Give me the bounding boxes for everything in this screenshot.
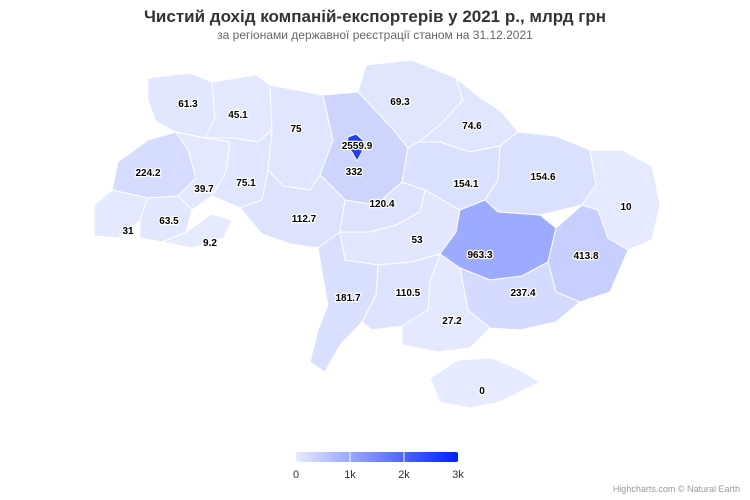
value-label-одеська: 181.7 xyxy=(335,293,360,304)
labels-layer: 61.3 45.1 75 332 2559.9 69.3 74.6 224.2 39.7 75.1… xyxy=(121,96,633,399)
value-label-миколаївська: 110.5 xyxy=(396,288,421,299)
value-label-м-київ: 2559.9 xyxy=(342,141,373,152)
region-херсонська[interactable] xyxy=(401,253,491,353)
value-label-черкаська: 120.4 xyxy=(369,199,394,210)
value-label-кіровоградська: 53 xyxy=(411,235,423,246)
legend-tick-label: 3k xyxy=(452,469,464,481)
value-label-вінницька: 112.7 xyxy=(292,214,317,225)
value-label-харківська: 154.6 xyxy=(530,172,555,183)
region-м-київ[interactable] xyxy=(346,133,365,163)
region-ар-крим[interactable] xyxy=(429,357,542,409)
value-label-закарпатська: 31 xyxy=(122,226,134,237)
value-label-сумська: 74.6 xyxy=(462,121,482,132)
value-label-херсонська: 27.2 xyxy=(442,316,462,327)
value-label-івано-франківська: 63.5 xyxy=(159,216,179,227)
value-label-запорізька: 237.4 xyxy=(510,288,535,299)
value-label-ар-крим: 0 xyxy=(479,386,485,397)
value-label-хмельницька: 75.1 xyxy=(236,178,256,189)
value-label-дніпропетровська: 963.3 xyxy=(467,250,492,261)
legend-tick-label: 0 xyxy=(293,469,299,481)
region-чернівецька[interactable] xyxy=(160,213,233,249)
value-label-волинська: 61.3 xyxy=(178,99,198,110)
credits-link[interactable]: Highcharts.com © Natural Earth xyxy=(612,484,740,494)
region-одеська[interactable] xyxy=(309,231,379,373)
color-legend: 0 1k 2k 3k xyxy=(293,452,464,481)
legend-tick-label: 1k xyxy=(344,469,356,481)
value-label-луганська: 10 xyxy=(620,202,632,213)
value-label-житомирська: 75 xyxy=(290,124,302,135)
chart-title: Чистий дохід компаній-експортерів у 2021… xyxy=(143,7,606,26)
region-рівненська[interactable] xyxy=(204,74,273,143)
value-label-рівненська: 45.1 xyxy=(228,110,248,121)
value-label-полтавська: 154.1 xyxy=(453,179,478,190)
value-label-тернопільська: 39.7 xyxy=(194,184,214,195)
value-label-чернівецька: 9.2 xyxy=(203,238,217,249)
value-label-донецька: 413.8 xyxy=(573,251,598,262)
value-label-львівська: 224.2 xyxy=(135,168,160,179)
regions-layer xyxy=(93,59,661,409)
value-label-київська: 332 xyxy=(346,167,363,178)
legend-tick-label: 2k xyxy=(398,469,410,481)
value-label-чернігівська: 69.3 xyxy=(390,97,410,108)
legend-gradient-bar xyxy=(296,452,458,462)
chart-subtitle: за регіонами державної реєстрації станом… xyxy=(217,28,533,42)
